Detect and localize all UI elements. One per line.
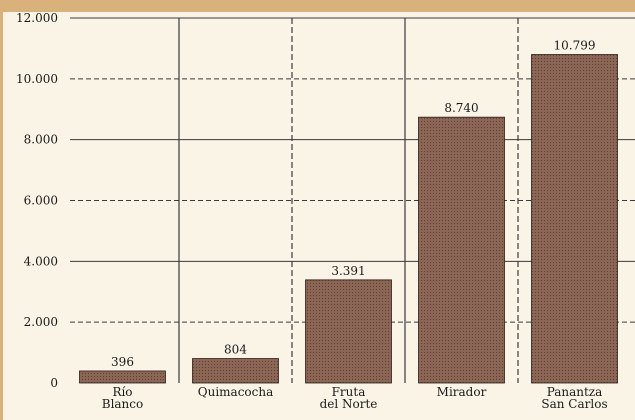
value-label: 8.740 bbox=[444, 101, 478, 115]
value-label: 10.799 bbox=[554, 39, 596, 53]
y-tick-label: 8.000 bbox=[24, 133, 58, 147]
category-label: del Norte bbox=[320, 397, 378, 411]
bars-layer bbox=[79, 54, 618, 384]
bar bbox=[531, 54, 618, 384]
category-label: Blanco bbox=[102, 397, 143, 411]
y-tick-label: 4.000 bbox=[24, 254, 58, 268]
y-tick-label: 0 bbox=[50, 376, 58, 390]
category-label: San Carlos bbox=[541, 397, 607, 411]
y-tick-label: 10.000 bbox=[16, 72, 58, 86]
category-label: Quimacocha bbox=[198, 385, 274, 399]
bar bbox=[305, 279, 392, 384]
category-label: Río bbox=[112, 385, 132, 399]
bar bbox=[79, 370, 166, 384]
y-tick-label: 2.000 bbox=[24, 315, 58, 329]
value-label: 396 bbox=[111, 355, 134, 369]
left-border bbox=[0, 0, 3, 420]
bar bbox=[192, 358, 279, 384]
value-label: 804 bbox=[224, 343, 247, 357]
y-tick-label: 6.000 bbox=[24, 194, 58, 208]
labels-layer: 0 2.000 4.000 6.000 8.000 10.000 12.000 396 RíoB… bbox=[16, 11, 608, 411]
bar bbox=[418, 116, 505, 384]
category-label: Panantza bbox=[547, 385, 603, 399]
value-label: 3.391 bbox=[331, 264, 365, 278]
y-tick-label: 12.000 bbox=[16, 11, 58, 25]
top-border bbox=[0, 0, 635, 12]
category-label: Fruta bbox=[332, 385, 366, 399]
category-label: Mirador bbox=[437, 385, 487, 399]
